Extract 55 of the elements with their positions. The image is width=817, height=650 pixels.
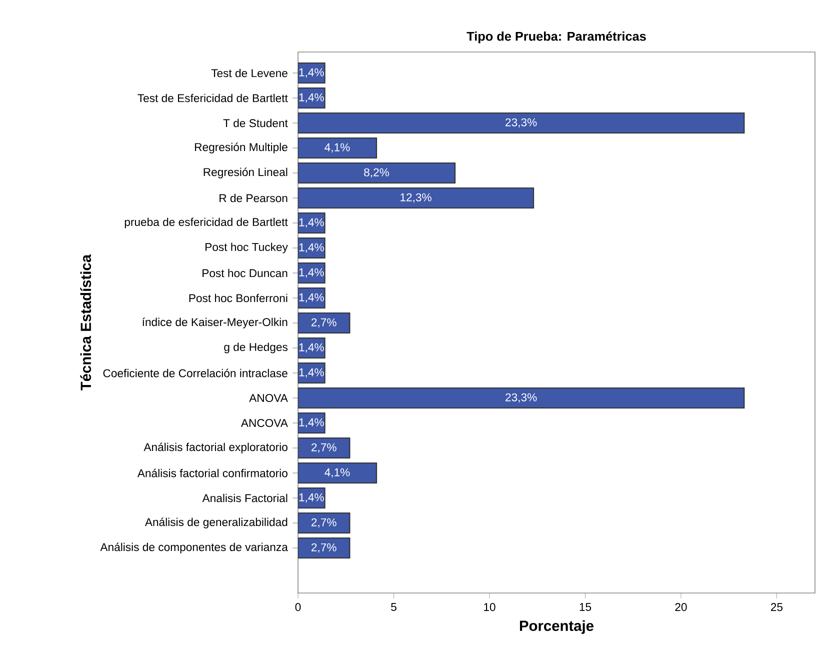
y-tick-label: ANOVA (249, 394, 288, 402)
bar (298, 112, 745, 134)
x-tick-label: 20 (675, 603, 687, 612)
y-tick-label: Post hoc Bonferroni (189, 294, 288, 302)
data-label: 4,1% (324, 468, 350, 478)
bar (298, 162, 456, 184)
data-label: 1,4% (299, 68, 324, 78)
data-label: 1,4% (299, 343, 324, 353)
data-label: 1,4% (299, 218, 324, 228)
y-tick-label: ANCOVA (240, 419, 288, 428)
x-tick-label: 25 (770, 603, 783, 612)
y-tick-label: Análisis de componentes de varianza (100, 542, 288, 554)
data-label: 1,4% (299, 493, 324, 503)
y-tick-label: Análisis de generalizabilidad (144, 518, 288, 528)
y-tick-label: Regresión Lineal (204, 168, 288, 178)
y-tick-label: Regresión Multiple (195, 142, 288, 154)
y-tick-label: Analisis Factorial (202, 494, 288, 502)
data-label: 8,2% (364, 168, 390, 178)
data-label: 1,4% (299, 268, 324, 278)
y-tick-label: g de Hedges (224, 342, 288, 354)
bar (298, 462, 378, 484)
y-tick-label: R de Pearson (220, 194, 288, 202)
data-label: 2,7% (312, 318, 336, 328)
data-label: 4,1% (324, 143, 350, 153)
bar (298, 387, 745, 409)
x-tick-label: 0 (295, 603, 301, 612)
bar (298, 187, 534, 209)
data-label: 23,3% (506, 118, 537, 128)
data-label: 1,4% (299, 368, 324, 378)
y-tick-label: Post hoc Tuckey (206, 242, 288, 254)
data-label: 1,4% (299, 418, 324, 428)
y-tick-label: Post hoc Duncan (202, 268, 288, 278)
data-label: 1,4% (299, 293, 324, 303)
x-axis-title: Porcentaje (520, 620, 594, 634)
x-tick-label: 5 (391, 603, 396, 611)
y-tick-label: Test de Levene (211, 68, 288, 78)
y-tick-label: Análisis factorial exploratorio (144, 442, 288, 454)
data-label: 2,7% (312, 518, 336, 528)
y-tick-label: T de Student (223, 118, 288, 128)
data-label: 1,4% (299, 243, 324, 253)
y-tick-label: Coeficiente de Correlación intraclase (103, 368, 288, 378)
y-tick-label: Análisis factorial confirmatorio (137, 468, 288, 478)
data-label: 2,7% (312, 543, 336, 553)
bar (298, 137, 378, 159)
data-label: 2,7% (312, 443, 336, 453)
data-label: 1,4% (299, 93, 324, 103)
x-tick-label: 15 (580, 603, 592, 611)
x-tick-label: 10 (484, 603, 496, 612)
y-axis-title: Técnica Estadística (80, 254, 92, 390)
y-tick-label: índice de Kaiser-Meyer-Olkin (142, 318, 288, 328)
chart-title: Tipo de Prueba: Paramétricas (466, 31, 646, 44)
y-tick-label: Test de Esfericidad de Bartlett (138, 94, 288, 102)
data-label: 23,3% (506, 393, 537, 403)
y-tick-label: prueba de esfericidad de Bartlett (124, 218, 288, 228)
data-label: 12,3% (400, 193, 432, 203)
